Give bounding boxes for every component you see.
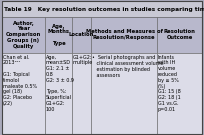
Text: Author,
Year
Comparison
Groups (n)
Quality: Author, Year Comparison Groups (n) Quali… <box>6 21 41 49</box>
Text: Age,
Months

Type: Age, Months Type <box>48 24 70 46</box>
Bar <box>45 53 72 135</box>
Bar <box>2 17 45 53</box>
Bar <box>91 17 157 53</box>
Bar <box>2 1 202 17</box>
Bar <box>45 17 72 53</box>
Bar <box>72 17 91 53</box>
Text: •  Serial photographs and
   clinical assessment volume
   estimation by blinded: • Serial photographs and clinical assess… <box>92 55 164 78</box>
Bar <box>157 17 202 53</box>
Text: Methods and Measures of
Resolution/Response: Methods and Measures of Resolution/Respo… <box>85 29 162 40</box>
Text: Infants
with IH
volume
reduced
by ≥ 5%
(%)
G1: 15 (8
G2: 18 (1
G1 vs.G.
p=0.01: Infants with IH volume reduced by ≥ 5% (… <box>158 55 181 112</box>
Bar <box>157 53 202 135</box>
Bar <box>2 53 45 135</box>
Text: Location: Location <box>69 32 94 37</box>
Text: G1+G2:
multiple: G1+G2: multiple <box>73 55 93 65</box>
Bar <box>91 53 157 135</box>
Text: Age,
mean±SD
G1: 2.1 ±
0.8
G2: 3 ± 0.9

Type, %:
Superficial
G1+G2:
100: Age, mean±SD G1: 2.1 ± 0.8 G2: 3 ± 0.9 T… <box>46 55 74 112</box>
Text: Table 19   Key resolution outcomes in studies comparing timolol and observation: Table 19 Key resolution outcomes in stud… <box>4 7 204 12</box>
Bar <box>72 53 91 135</box>
Text: Resolution
Outcome: Resolution Outcome <box>164 29 195 40</box>
Text: Chan et al.
2013¹⁰¹

G1: Topical
timolol
maleate 0.5%
gel (18)
G2: Placebo
(22): Chan et al. 2013¹⁰¹ G1: Topical timolol … <box>3 55 37 106</box>
